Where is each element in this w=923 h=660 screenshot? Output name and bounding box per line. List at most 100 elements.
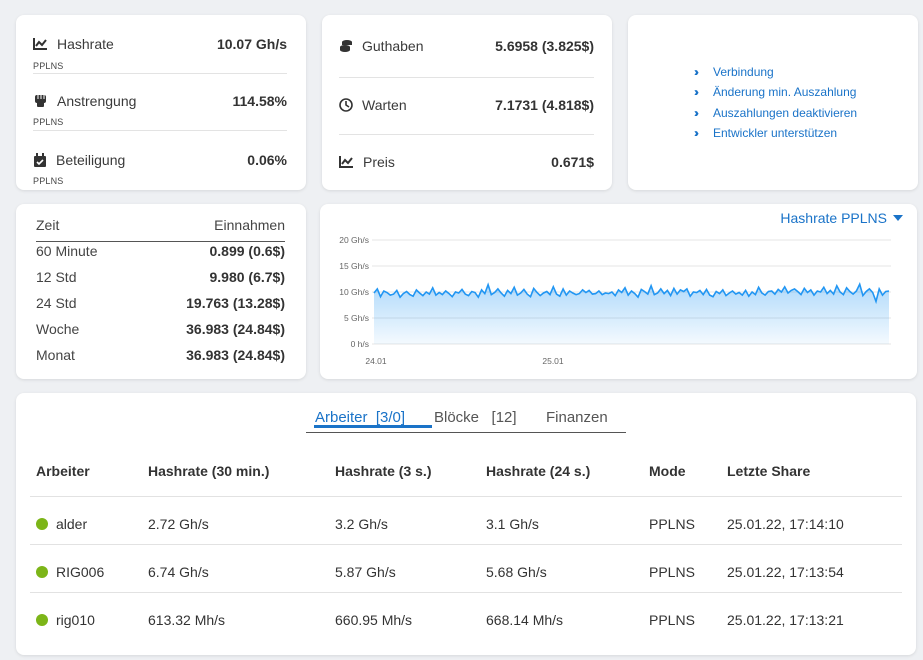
stat-hashrate-mode: PPLNS [33,61,64,71]
earnings-row: Woche 36.983 (24.84$) [36,321,285,337]
y-tick-label: 0 h/s [351,339,369,349]
stat-effort-label: Anstrengung [57,93,137,109]
earnings-row: 12 Std 9.980 (6.7$) [36,269,285,285]
tab-blocks[interactable]: Blöcke [12] [434,409,517,426]
status-online-icon [36,614,48,626]
chart-series-label: Hashrate PPLNS [780,210,887,226]
active-tab-indicator [314,425,432,428]
col-hashrate-3s: Hashrate (3 s.) [335,463,432,479]
worker-last-share: 25.01.22, 17:13:21 [727,612,844,628]
stat-share-value: 0.06% [247,152,287,168]
worker-mode: PPLNS [649,516,695,532]
y-tick-label: 5 Gh/s [344,313,369,323]
col-last-share: Letzte Share [727,463,811,479]
worker-name: alder [56,516,88,532]
earnings-row: Monat 36.983 (24.84$) [36,347,285,363]
divider [33,73,287,74]
chart-series-dropdown[interactable]: Hashrate PPLNS [780,210,903,226]
calendar-check-icon [34,152,46,167]
worker-hashrate-30min: 613.32 Mh/s [148,612,226,628]
tab-bar: Arbeiter [3/0] Blöcke [12] Finanzen [306,407,626,433]
link-connection[interactable]: ›› Verbindung [694,65,774,79]
worker-hashrate-3s: 3.2 Gh/s [335,516,388,532]
double-chevron-right-icon: ›› [694,106,699,120]
tab-finances[interactable]: Finanzen [546,409,608,426]
balance-pending-label: Warten [362,97,407,113]
worker-hashrate-24s: 5.68 Gh/s [486,564,547,580]
double-chevron-right-icon: ›› [694,65,699,79]
status-online-icon [36,518,48,530]
col-hashrate-24s: Hashrate (24 s.) [486,463,591,479]
stats-card: Hashrate 10.07 Gh/s PPLNS Anstrengung 11… [16,15,306,190]
y-tick-label: 10 Gh/s [339,287,369,297]
worker-mode: PPLNS [649,612,695,628]
table-row[interactable]: RIG006 6.74 Gh/s 5.87 Gh/s 5.68 Gh/s PPL… [30,545,902,593]
link-disable-payouts-label: Auszahlungen deaktivieren [713,106,858,120]
link-min-payout[interactable]: ›› Änderung min. Auszahlung [694,85,856,99]
link-min-payout-label: Änderung min. Auszahlung [713,85,857,99]
y-tick-label: 20 Gh/s [339,235,369,245]
earnings-amount: 9.980 (6.7$) [209,269,286,285]
stat-hashrate: Hashrate 10.07 Gh/s PPLNS [33,36,287,76]
hashrate-chart: 20 Gh/s 15 Gh/s 10 Gh/s 5 Gh/s 0 h/s 24.01 25.… [339,235,891,366]
link-support-developer-label: Entwickler unterstützen [713,126,838,140]
worker-hashrate-30min: 2.72 Gh/s [148,516,209,532]
tab-workers-count: [3/0] [375,409,406,426]
worker-hashrate-24s: 3.1 Gh/s [486,516,539,532]
stat-share-label: Beteiligung [56,152,126,168]
earnings-period: 12 Std [36,269,77,285]
divider [33,130,287,131]
tab-workers-label: Arbeiter [315,409,368,426]
tab-blocks-count: [12] [491,409,517,426]
balance-card: Guthaben 5.6958 (3.825$) Warten 7.1731 (… [322,15,612,190]
earnings-amount: 36.983 (24.84$) [186,347,285,363]
earnings-period: Woche [36,321,80,337]
earnings-period: 24 Std [36,295,77,311]
worker-mode: PPLNS [649,564,695,580]
coins-icon [340,40,352,52]
divider [339,134,594,135]
hashrate-line [373,281,890,305]
balance-credit: Guthaben 5.6958 (3.825$) [339,38,594,58]
caret-down-icon [893,215,903,221]
hashrate-area [374,284,889,344]
workers-card: Arbeiter [3/0] Blöcke [12] Finanzen Arbe… [16,393,916,655]
col-mode: Mode [649,463,686,479]
table-row[interactable]: alder 2.72 Gh/s 3.2 Gh/s 3.1 Gh/s PPLNS … [30,497,902,545]
earnings-amount: 19.763 (13.28$) [186,295,285,311]
chart-line-icon [33,38,47,50]
balance-pending: Warten 7.1731 (4.818$) [339,97,594,117]
earnings-header: Zeit Einnahmen [36,217,285,233]
worker-name: RIG006 [56,564,105,580]
x-tick-label: 24.01 [365,356,387,366]
hashrate-chart-card: Hashrate PPLNS 20 Gh/s 15 Gh/s 10 Gh/s 5 Gh… [320,204,917,379]
stat-hashrate-label: Hashrate [57,36,114,52]
balance-credit-label: Guthaben [362,38,424,54]
balance-pending-value: 7.1731 (4.818$) [495,97,594,113]
fist-icon [35,95,46,107]
stat-effort-value: 114.58% [232,93,288,109]
worker-last-share: 25.01.22, 17:14:10 [727,516,844,532]
balance-price-label: Preis [363,154,395,170]
earnings-header-time: Zeit [36,217,60,233]
table-row[interactable]: rig010 613.32 Mh/s 660.95 Mh/s 668.14 Mh… [30,593,902,641]
earnings-period: Monat [36,347,75,363]
col-hashrate-30min: Hashrate (30 min.) [148,463,270,479]
worker-last-share: 25.01.22, 17:13:54 [727,564,844,580]
status-online-icon [36,566,48,578]
tab-workers[interactable]: Arbeiter [3/0] [314,409,432,428]
earnings-row: 60 Minute 0.899 (0.6$) [36,243,285,259]
worker-hashrate-3s: 660.95 Mh/s [335,612,413,628]
link-disable-payouts[interactable]: ›› Auszahlungen deaktivieren [694,106,857,120]
stat-share-mode: PPLNS [33,176,64,186]
worker-name-cell: alder [36,516,87,532]
balance-credit-value: 5.6958 (3.825$) [495,38,594,54]
worker-name-cell: rig010 [36,612,95,628]
worker-hashrate-24s: 668.14 Mh/s [486,612,564,628]
stat-effort-mode: PPLNS [33,117,64,127]
link-support-developer[interactable]: ›› Entwickler unterstützen [694,126,837,140]
earnings-card: Zeit Einnahmen 60 Minute 0.899 (0.6$) 12… [16,204,306,379]
balance-price: Preis 0.671$ [339,154,594,174]
earnings-period: 60 Minute [36,243,98,259]
workers-table: Arbeiter Hashrate (30 min.) Hashrate (3 … [30,451,902,641]
